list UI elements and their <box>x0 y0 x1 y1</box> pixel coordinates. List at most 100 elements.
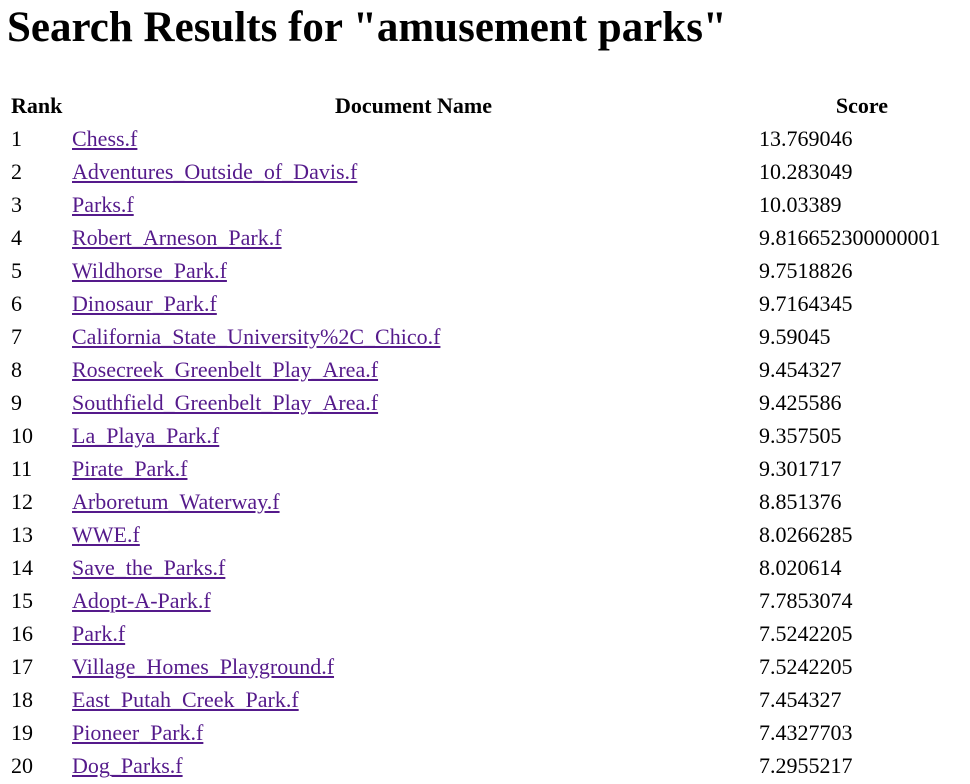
table-header-row: Rank Document Name Score <box>10 90 966 121</box>
document-link[interactable]: Adopt-A-Park.f <box>72 587 211 613</box>
page-title: Search Results for "amusement parks" <box>7 4 727 51</box>
document-cell: Village_Homes_Playground.f <box>71 651 756 682</box>
score-cell: 13.769046 <box>759 125 853 151</box>
document-cell: Adopt-A-Park.f <box>71 585 756 616</box>
table-row: 3 Parks.f 10.03389 <box>10 189 966 220</box>
rank-cell: 12 <box>11 488 33 514</box>
document-link[interactable]: WWE.f <box>72 521 140 547</box>
document-cell: Chess.f <box>71 123 756 154</box>
document-link[interactable]: Parks.f <box>72 191 134 217</box>
score-cell: 9.59045 <box>759 323 831 349</box>
score-cell: 9.301717 <box>759 455 842 481</box>
rank-cell: 20 <box>11 752 33 778</box>
document-cell: WWE.f <box>71 519 756 550</box>
document-link[interactable]: Pirate_Park.f <box>72 455 188 481</box>
document-cell: Adventures_Outside_of_Davis.f <box>71 156 756 187</box>
score-cell: 7.5242205 <box>759 653 853 679</box>
table-row: 1 Chess.f 13.769046 <box>10 123 966 154</box>
score-cell: 7.2955217 <box>759 752 853 778</box>
table-row: 2 Adventures_Outside_of_Davis.f 10.28304… <box>10 156 966 187</box>
score-cell: 7.454327 <box>759 686 842 712</box>
rank-cell: 1 <box>11 125 22 151</box>
rank-cell: 10 <box>11 422 33 448</box>
document-link[interactable]: Chess.f <box>72 125 138 151</box>
rank-cell: 17 <box>11 653 33 679</box>
table-row: 9 Southfield_Greenbelt_Play_Area.f 9.425… <box>10 387 966 418</box>
document-cell: Save_the_Parks.f <box>71 552 756 583</box>
document-link[interactable]: Arboretum_Waterway.f <box>72 488 280 514</box>
score-cell: 8.020614 <box>759 554 842 580</box>
table-row: 19 Pioneer_Park.f 7.4327703 <box>10 717 966 748</box>
score-cell: 9.7164345 <box>759 290 853 316</box>
document-cell: La_Playa_Park.f <box>71 420 756 451</box>
rank-cell: 6 <box>11 290 22 316</box>
document-link[interactable]: Village_Homes_Playground.f <box>72 653 335 679</box>
column-header-score: Score <box>835 92 889 118</box>
document-cell: California_State_University%2C_Chico.f <box>71 321 756 352</box>
rank-cell: 9 <box>11 389 22 415</box>
column-header-rank: Rank <box>11 92 63 118</box>
table-row: 16 Park.f 7.5242205 <box>10 618 966 649</box>
document-cell: Pioneer_Park.f <box>71 717 756 748</box>
document-cell: Robert_Arneson_Park.f <box>71 222 756 253</box>
rank-cell: 2 <box>11 158 22 184</box>
score-cell: 7.7853074 <box>759 587 853 613</box>
rank-cell: 15 <box>11 587 33 613</box>
table-row: 12 Arboretum_Waterway.f 8.851376 <box>10 486 966 517</box>
score-cell: 8.851376 <box>759 488 842 514</box>
score-cell: 7.5242205 <box>759 620 853 646</box>
table-row: 5 Wildhorse_Park.f 9.7518826 <box>10 255 966 286</box>
table-row: 6 Dinosaur_Park.f 9.7164345 <box>10 288 966 319</box>
document-link[interactable]: Southfield_Greenbelt_Play_Area.f <box>72 389 379 415</box>
column-header-document-name: Document Name <box>334 92 493 118</box>
document-link[interactable]: Dog_Parks.f <box>72 752 183 778</box>
document-link[interactable]: East_Putah_Creek_Park.f <box>72 686 299 712</box>
score-cell: 9.7518826 <box>759 257 853 283</box>
score-cell: 10.03389 <box>759 191 842 217</box>
document-cell: Dog_Parks.f <box>71 750 756 781</box>
document-link[interactable]: Wildhorse_Park.f <box>72 257 227 283</box>
rank-cell: 8 <box>11 356 22 382</box>
rank-cell: 4 <box>11 224 22 250</box>
table-row: 13 WWE.f 8.0266285 <box>10 519 966 550</box>
rank-cell: 19 <box>11 719 33 745</box>
document-cell: Arboretum_Waterway.f <box>71 486 756 517</box>
document-link[interactable]: Dinosaur_Park.f <box>72 290 217 316</box>
document-cell: Rosecreek_Greenbelt_Play_Area.f <box>71 354 756 385</box>
document-cell: Dinosaur_Park.f <box>71 288 756 319</box>
document-link[interactable]: La_Playa_Park.f <box>72 422 220 448</box>
document-link[interactable]: Adventures_Outside_of_Davis.f <box>72 158 358 184</box>
document-link[interactable]: California_State_University%2C_Chico.f <box>72 323 441 349</box>
table-row: 14 Save_the_Parks.f 8.020614 <box>10 552 966 583</box>
document-cell: Parks.f <box>71 189 756 220</box>
rank-cell: 13 <box>11 521 33 547</box>
table-row: 15 Adopt-A-Park.f 7.7853074 <box>10 585 966 616</box>
rank-cell: 16 <box>11 620 33 646</box>
rank-cell: 11 <box>11 455 33 481</box>
rank-cell: 14 <box>11 554 33 580</box>
document-link[interactable]: Robert_Arneson_Park.f <box>72 224 282 250</box>
table-row: 7 California_State_University%2C_Chico.f… <box>10 321 966 352</box>
document-link[interactable]: Pioneer_Park.f <box>72 719 204 745</box>
document-link[interactable]: Park.f <box>72 620 126 646</box>
document-link[interactable]: Save_the_Parks.f <box>72 554 226 580</box>
document-cell: Wildhorse_Park.f <box>71 255 756 286</box>
table-row: 4 Robert_Arneson_Park.f 9.81665230000000… <box>10 222 966 253</box>
document-link[interactable]: Rosecreek_Greenbelt_Play_Area.f <box>72 356 379 382</box>
score-cell: 10.283049 <box>759 158 853 184</box>
score-cell: 9.816652300000001 <box>759 224 941 250</box>
score-cell: 9.454327 <box>759 356 842 382</box>
rank-cell: 7 <box>11 323 22 349</box>
rank-cell: 5 <box>11 257 22 283</box>
table-row: 17 Village_Homes_Playground.f 7.5242205 <box>10 651 966 682</box>
document-cell: Southfield_Greenbelt_Play_Area.f <box>71 387 756 418</box>
rank-cell: 3 <box>11 191 22 217</box>
document-cell: Pirate_Park.f <box>71 453 756 484</box>
document-cell: Park.f <box>71 618 756 649</box>
document-cell: East_Putah_Creek_Park.f <box>71 684 756 715</box>
results-body: 1 Chess.f 13.769046 2 Adventures_Outside… <box>10 123 966 781</box>
results-table: Rank Document Name Score 1 Chess.f 13.76… <box>8 88 968 783</box>
table-row: 18 East_Putah_Creek_Park.f 7.454327 <box>10 684 966 715</box>
score-cell: 9.357505 <box>759 422 842 448</box>
table-row: 20 Dog_Parks.f 7.2955217 <box>10 750 966 781</box>
